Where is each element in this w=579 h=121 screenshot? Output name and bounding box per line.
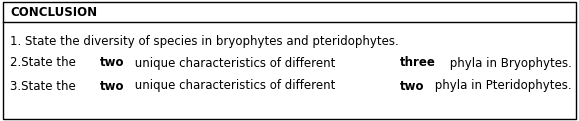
Text: 3.State the: 3.State the [10, 79, 79, 92]
Text: CONCLUSION: CONCLUSION [10, 7, 97, 19]
Text: phyla in Pteridophytes.: phyla in Pteridophytes. [431, 79, 572, 92]
Text: 1. State the diversity of species in bryophytes and pteridophytes.: 1. State the diversity of species in bry… [10, 34, 399, 48]
Text: 2.State the: 2.State the [10, 57, 80, 69]
Text: two: two [100, 57, 124, 69]
Text: two: two [100, 79, 124, 92]
Text: two: two [400, 79, 424, 92]
Text: three: three [400, 57, 436, 69]
Text: phyla in Bryophytes.: phyla in Bryophytes. [446, 57, 572, 69]
Text: unique characteristics of different: unique characteristics of different [131, 79, 339, 92]
Text: unique characteristics of different: unique characteristics of different [131, 57, 339, 69]
